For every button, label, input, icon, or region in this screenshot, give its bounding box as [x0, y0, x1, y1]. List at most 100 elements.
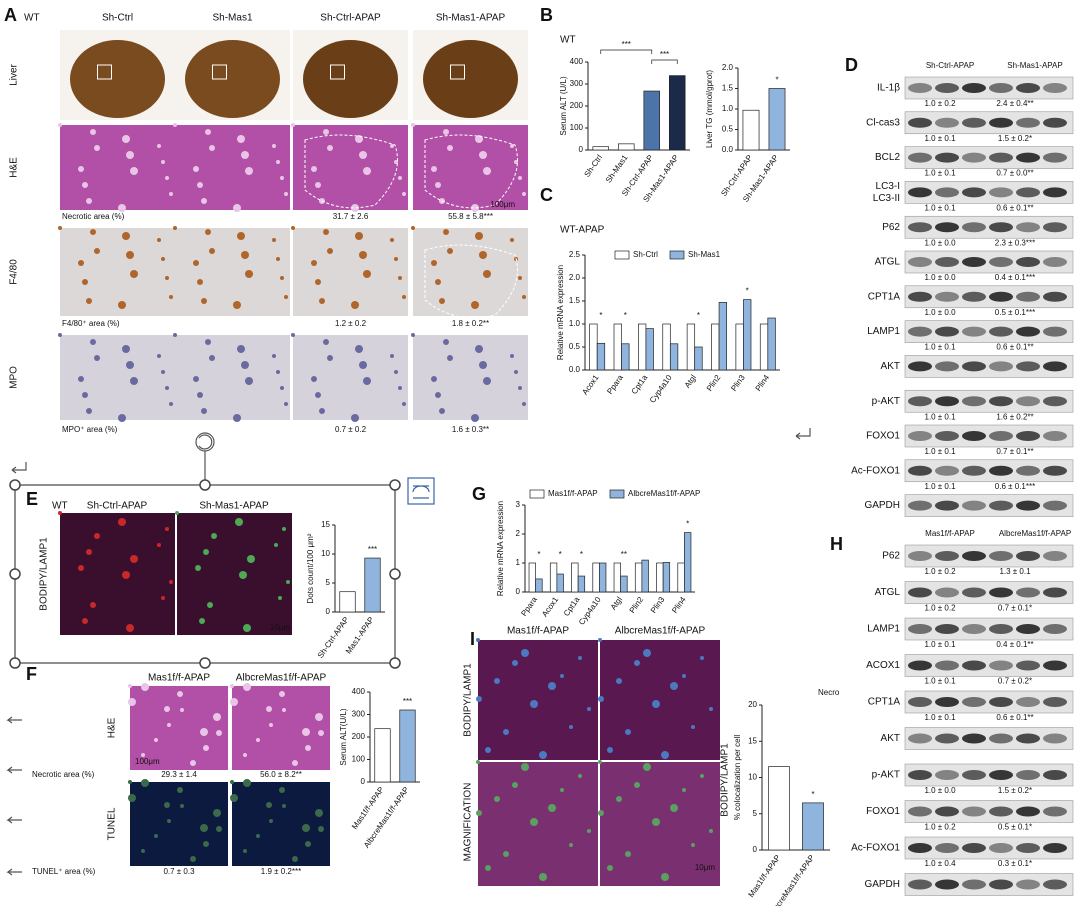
micrograph-detail [282, 527, 286, 531]
micrograph-detail [479, 251, 487, 259]
band [935, 500, 959, 511]
micrograph-detail [235, 518, 243, 526]
band [908, 843, 932, 853]
micrograph-detail [447, 355, 453, 361]
micrograph-detail [530, 700, 538, 708]
micrograph-detail [216, 826, 222, 832]
bar [668, 75, 686, 151]
band [935, 733, 959, 744]
micrograph [130, 686, 228, 770]
micrograph-detail [402, 402, 406, 406]
micrograph-detail [355, 232, 363, 240]
band [1043, 361, 1067, 372]
micrograph [232, 782, 330, 866]
micrograph-detail [503, 729, 509, 735]
bar [768, 766, 790, 851]
panel-label: E [26, 489, 38, 509]
micrograph-detail [475, 232, 483, 240]
micrograph-detail [128, 698, 136, 706]
band [1043, 660, 1067, 671]
micrograph-detail [141, 753, 145, 757]
band [989, 257, 1013, 267]
micrograph-detail [598, 760, 602, 764]
bar [743, 299, 752, 371]
genotype: WT-APAP [560, 225, 605, 236]
band [908, 500, 932, 511]
selection-handles[interactable] [9, 479, 401, 669]
micrograph-detail [241, 251, 249, 259]
micrograph-detail [411, 123, 415, 127]
band [962, 660, 986, 671]
band [1016, 152, 1040, 163]
micrograph-detail [211, 533, 217, 539]
stain-label: BODIPY/LAMP1 [463, 663, 474, 737]
micrograph-detail [569, 725, 573, 729]
band [935, 326, 959, 337]
significance: * [686, 520, 689, 529]
micrograph-detail [241, 361, 249, 369]
magnification-label: MAGNIFICATION [463, 783, 474, 862]
y-tick-label: 1 [516, 558, 521, 567]
micrograph-detail [280, 386, 284, 390]
micrograph-detail [203, 745, 209, 751]
micrograph-detail [256, 738, 260, 742]
protein-label: CPT1A [868, 291, 901, 302]
bar [767, 317, 776, 371]
micrograph-detail [165, 386, 169, 390]
quant-value: 1.0 ± 0.0 [924, 786, 956, 795]
micrograph-detail [230, 698, 238, 706]
micrograph-detail [118, 204, 126, 212]
micrograph-detail [130, 167, 138, 175]
band [1043, 806, 1067, 817]
band [1016, 551, 1040, 561]
micrograph-detail [256, 834, 260, 838]
y-tick-label: 1.0 [569, 319, 581, 328]
bar [645, 328, 654, 371]
band [908, 396, 932, 407]
bar [656, 562, 664, 593]
band [1016, 660, 1040, 671]
micrograph-detail [193, 166, 199, 172]
band [989, 117, 1013, 128]
protein-label: AKT [881, 361, 900, 372]
micrograph-detail [291, 226, 295, 230]
band [962, 697, 986, 707]
band [908, 222, 932, 233]
band [908, 361, 932, 372]
protein-label: BCL2 [875, 152, 900, 163]
band [935, 187, 959, 198]
band [1043, 879, 1067, 890]
band [935, 879, 959, 890]
micrograph-detail [197, 279, 203, 285]
protein-label: FOXO1 [866, 806, 900, 817]
micrograph-detail [82, 182, 88, 188]
band [962, 152, 986, 163]
micrograph-detail [661, 873, 669, 881]
band [1043, 117, 1067, 128]
quant-value: 1.0 ± 0.1 [924, 640, 956, 649]
bar [617, 143, 635, 151]
micrograph-detail [122, 135, 130, 143]
bar [592, 562, 600, 593]
micrograph-detail [86, 408, 92, 414]
micrograph-detail [394, 370, 398, 374]
protein-label: AKT [881, 733, 900, 744]
micrograph-detail [471, 301, 479, 309]
micrograph-detail [266, 706, 272, 712]
micrograph [413, 125, 528, 210]
band [935, 551, 959, 561]
micrograph-detail [209, 248, 215, 254]
band [935, 843, 959, 853]
quant-value: 0.6 ± 0.1** [996, 343, 1033, 352]
y-tick-label: 400 [352, 687, 366, 696]
band [1016, 326, 1040, 337]
micrograph-detail [323, 129, 329, 135]
micrograph-detail [587, 829, 591, 833]
micrograph-detail [682, 788, 686, 792]
micrograph-detail [483, 270, 491, 278]
band [908, 187, 932, 198]
micrograph-detail [282, 708, 286, 712]
y-tick-label: 15 [748, 736, 757, 745]
micrograph [293, 335, 408, 420]
micrograph-detail [141, 849, 145, 853]
